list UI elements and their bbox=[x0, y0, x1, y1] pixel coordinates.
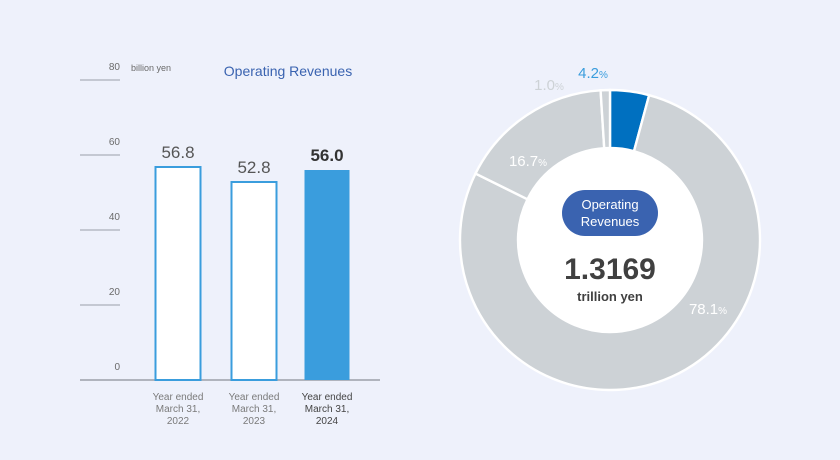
x-category-label: 2023 bbox=[243, 416, 266, 427]
x-category-label: Year ended bbox=[229, 392, 280, 403]
x-category-label: March 31, bbox=[305, 404, 349, 415]
chart-title: Operating Revenues bbox=[224, 63, 352, 79]
bar bbox=[230, 181, 278, 381]
center-total-value: 1.3169 bbox=[564, 253, 656, 286]
bar-value-label: 56.8 bbox=[161, 143, 194, 162]
percent-symbol: % bbox=[538, 158, 547, 169]
x-category-label: March 31, bbox=[156, 404, 200, 415]
x-category-label: Year ended bbox=[302, 392, 353, 403]
x-category-label: March 31, bbox=[232, 404, 276, 415]
percent-symbol: % bbox=[599, 70, 608, 81]
slice-label: 16.7% bbox=[509, 153, 547, 170]
bar-value-label: 56.0 bbox=[310, 146, 343, 165]
center-pill bbox=[562, 190, 658, 236]
x-category-label: Year ended bbox=[153, 392, 204, 403]
center-label-line: Operating bbox=[581, 197, 638, 212]
bar-chart: 0 20 40 60 80 billion yen Operating Revenues 56… bbox=[80, 62, 380, 427]
y-tick-label: 40 bbox=[109, 212, 121, 223]
donut-center bbox=[518, 148, 702, 332]
y-tick-label: 80 bbox=[109, 62, 121, 73]
x-category-label: 2022 bbox=[167, 416, 190, 427]
slice-label: 4.2% bbox=[578, 65, 608, 82]
unit-label: billion yen bbox=[131, 63, 171, 73]
percent-symbol: % bbox=[555, 82, 564, 93]
slice-label: 1.0% bbox=[534, 77, 564, 94]
slice-value: 78.1 bbox=[689, 301, 718, 318]
slice-value: 16.7 bbox=[509, 153, 538, 170]
slice-value: 4.2 bbox=[578, 65, 599, 82]
slice-value: 1.0 bbox=[534, 77, 555, 94]
bar bbox=[154, 166, 202, 381]
percent-symbol: % bbox=[718, 306, 727, 317]
x-category-label: 2024 bbox=[316, 416, 339, 427]
y-tick-label: 0 bbox=[114, 362, 120, 373]
bar-value-label: 52.8 bbox=[237, 158, 270, 177]
center-unit-label: trillion yen bbox=[577, 289, 643, 304]
slice-label: 78.1% bbox=[689, 301, 727, 318]
y-tick-label: 60 bbox=[109, 137, 121, 148]
center-label-line: Revenues bbox=[581, 214, 640, 229]
y-tick-label: 20 bbox=[109, 287, 121, 298]
donut-chart: 4.2%78.1%16.7%1.0%OperatingRevenues1.316… bbox=[458, 65, 762, 392]
bar bbox=[304, 170, 350, 380]
